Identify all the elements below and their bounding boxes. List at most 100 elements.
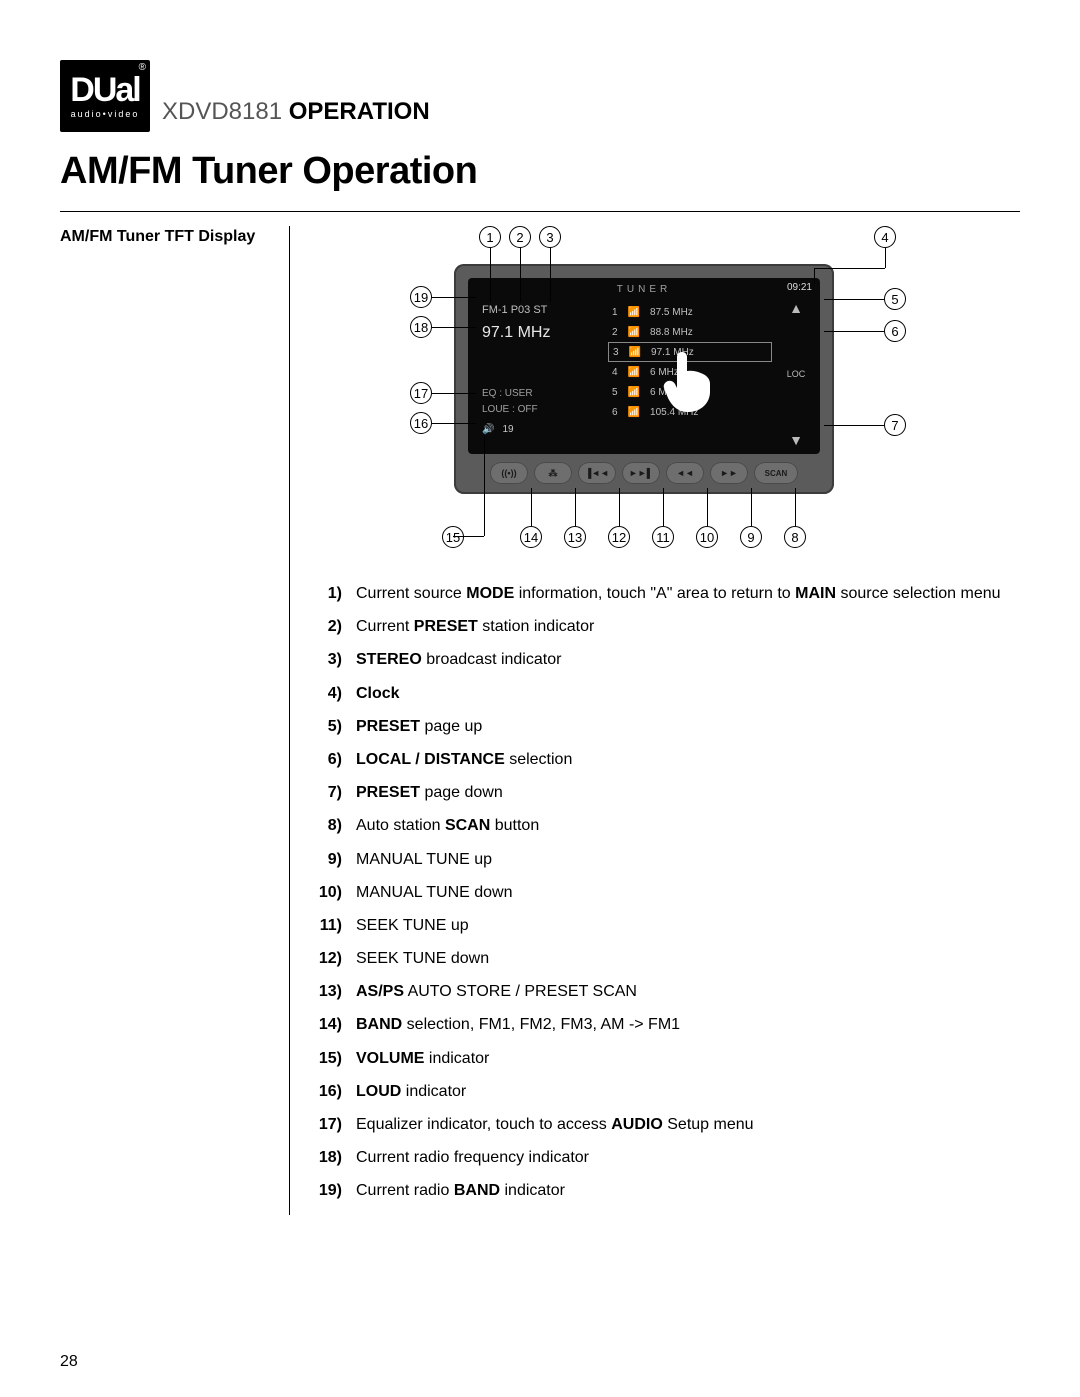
callout-11: 11 [652, 526, 674, 548]
model-number: XDVD8181 [162, 98, 282, 125]
definition-text: PRESET page down [356, 783, 1020, 802]
definition-number: 17) [310, 1115, 356, 1134]
definition-text: Current PRESET station indicator [356, 617, 1020, 636]
definition-number: 11) [310, 916, 356, 935]
lead-line [814, 268, 885, 269]
definition-number: 10) [310, 883, 356, 902]
callout-2: 2 [509, 226, 531, 248]
definition-row: 16)LOUD indicator [310, 1082, 1020, 1101]
page-number: 28 [60, 1353, 78, 1371]
definition-number: 16) [310, 1082, 356, 1101]
preset-num: 5 [612, 387, 618, 398]
asps-button[interactable]: ⁂ [534, 462, 572, 484]
lead-line [824, 331, 884, 332]
definition-row: 8)Auto station SCAN button [310, 816, 1020, 835]
definition-number: 9) [310, 850, 356, 869]
definition-text: LOCAL / DISTANCE selection [356, 750, 1020, 769]
callout-3: 3 [539, 226, 561, 248]
display-label: AM/FM Tuner TFT Display [60, 228, 279, 246]
screen-clock: 09:21 [787, 282, 812, 293]
lead-line [575, 488, 576, 526]
definition-row: 3)STEREO broadcast indicator [310, 650, 1020, 669]
scan-button[interactable]: SCAN [754, 462, 798, 484]
definition-row: 2)Current PRESET station indicator [310, 617, 1020, 636]
definition-number: 5) [310, 717, 356, 736]
lead-line [520, 248, 521, 302]
preset-freq: 88.8 MHz [650, 327, 693, 338]
page-up-icon: ▲ [789, 300, 803, 316]
lead-line [824, 425, 884, 426]
tuner-diagram: TUNER 09:21 FM-1 P03 ST 97.1 MHz EQ : US… [344, 226, 954, 566]
lead-line [550, 248, 551, 302]
registered-mark: ® [139, 62, 146, 73]
definition-row: 5)PRESET page up [310, 717, 1020, 736]
callout-9: 9 [740, 526, 762, 548]
band-button[interactable]: ((•)) [490, 462, 528, 484]
lead-line [432, 393, 476, 394]
definition-number: 19) [310, 1181, 356, 1200]
preset-row: 1📶87.5 MHz [608, 302, 772, 322]
tune-down-button[interactable]: ◄◄ [666, 462, 704, 484]
callout-1: 1 [479, 226, 501, 248]
definition-row: 6)LOCAL / DISTANCE selection [310, 750, 1020, 769]
definition-number: 18) [310, 1148, 356, 1167]
left-column: AM/FM Tuner TFT Display [60, 226, 290, 1215]
callout-4: 4 [874, 226, 896, 248]
definition-text: Current source MODE information, touch "… [356, 584, 1020, 603]
definition-text: Current radio BAND indicator [356, 1181, 1020, 1200]
definition-text: PRESET page up [356, 717, 1020, 736]
lead-line [795, 488, 796, 526]
device-frame: TUNER 09:21 FM-1 P03 ST 97.1 MHz EQ : US… [454, 264, 834, 494]
definition-row: 4)Clock [310, 684, 1020, 703]
lead-line [814, 268, 815, 284]
volume-value: 19 [502, 424, 513, 435]
definition-row: 13)AS/PS AUTO STORE / PRESET SCAN [310, 982, 1020, 1001]
definition-number: 1) [310, 584, 356, 603]
callout-15: 15 [442, 526, 464, 548]
callout-13: 13 [564, 526, 586, 548]
tune-up-button[interactable]: ►► [710, 462, 748, 484]
definition-row: 11)SEEK TUNE up [310, 916, 1020, 935]
definition-row: 7)PRESET page down [310, 783, 1020, 802]
definition-text: SEEK TUNE down [356, 949, 1020, 968]
lead-line [432, 327, 476, 328]
definition-row: 1)Current source MODE information, touch… [310, 584, 1020, 603]
lead-line [432, 423, 476, 424]
preset-num: 1 [612, 307, 618, 318]
lead-line [885, 248, 886, 268]
logo-text: DUal [70, 73, 139, 107]
lead-line [707, 488, 708, 526]
callout-17: 17 [410, 382, 432, 404]
page-down-icon: ▼ [789, 432, 803, 448]
screen-frequency: 97.1 MHz [482, 324, 550, 342]
screen-title: TUNER [617, 284, 671, 295]
logo-subtext: audio•video [71, 109, 140, 119]
lead-line [490, 248, 491, 302]
definition-number: 2) [310, 617, 356, 636]
definition-text: STEREO broadcast indicator [356, 650, 1020, 669]
lead-line [453, 536, 484, 537]
callout-6: 6 [884, 320, 906, 342]
right-column: TUNER 09:21 FM-1 P03 ST 97.1 MHz EQ : US… [290, 226, 1020, 1215]
callout-8: 8 [784, 526, 806, 548]
definition-row: 19)Current radio BAND indicator [310, 1181, 1020, 1200]
definition-row: 10)MANUAL TUNE down [310, 883, 1020, 902]
seek-down-button[interactable]: ▐◄◄ [578, 462, 616, 484]
seek-up-button[interactable]: ►►▌ [622, 462, 660, 484]
callout-12: 12 [608, 526, 630, 548]
definition-text: MANUAL TUNE down [356, 883, 1020, 902]
page-header: ® DUal audio•video XDVD8181 OPERATION [60, 60, 1020, 132]
model-header: XDVD8181 OPERATION [162, 98, 430, 132]
preset-num: 4 [612, 367, 618, 378]
definition-row: 14)BAND selection, FM1, FM2, FM3, AM -> … [310, 1015, 1020, 1034]
section-title: AM/FM Tuner Operation [60, 150, 1020, 193]
preset-freq: 87.5 MHz [650, 307, 693, 318]
callout-14: 14 [520, 526, 542, 548]
definition-number: 14) [310, 1015, 356, 1034]
preset-num: 2 [612, 327, 618, 338]
callout-16: 16 [410, 412, 432, 434]
device-screen: TUNER 09:21 FM-1 P03 ST 97.1 MHz EQ : US… [468, 278, 820, 454]
definition-row: 15)VOLUME indicator [310, 1049, 1020, 1068]
content: AM/FM Tuner TFT Display TUNER 09:21 FM-1… [60, 226, 1020, 1215]
definition-number: 6) [310, 750, 356, 769]
